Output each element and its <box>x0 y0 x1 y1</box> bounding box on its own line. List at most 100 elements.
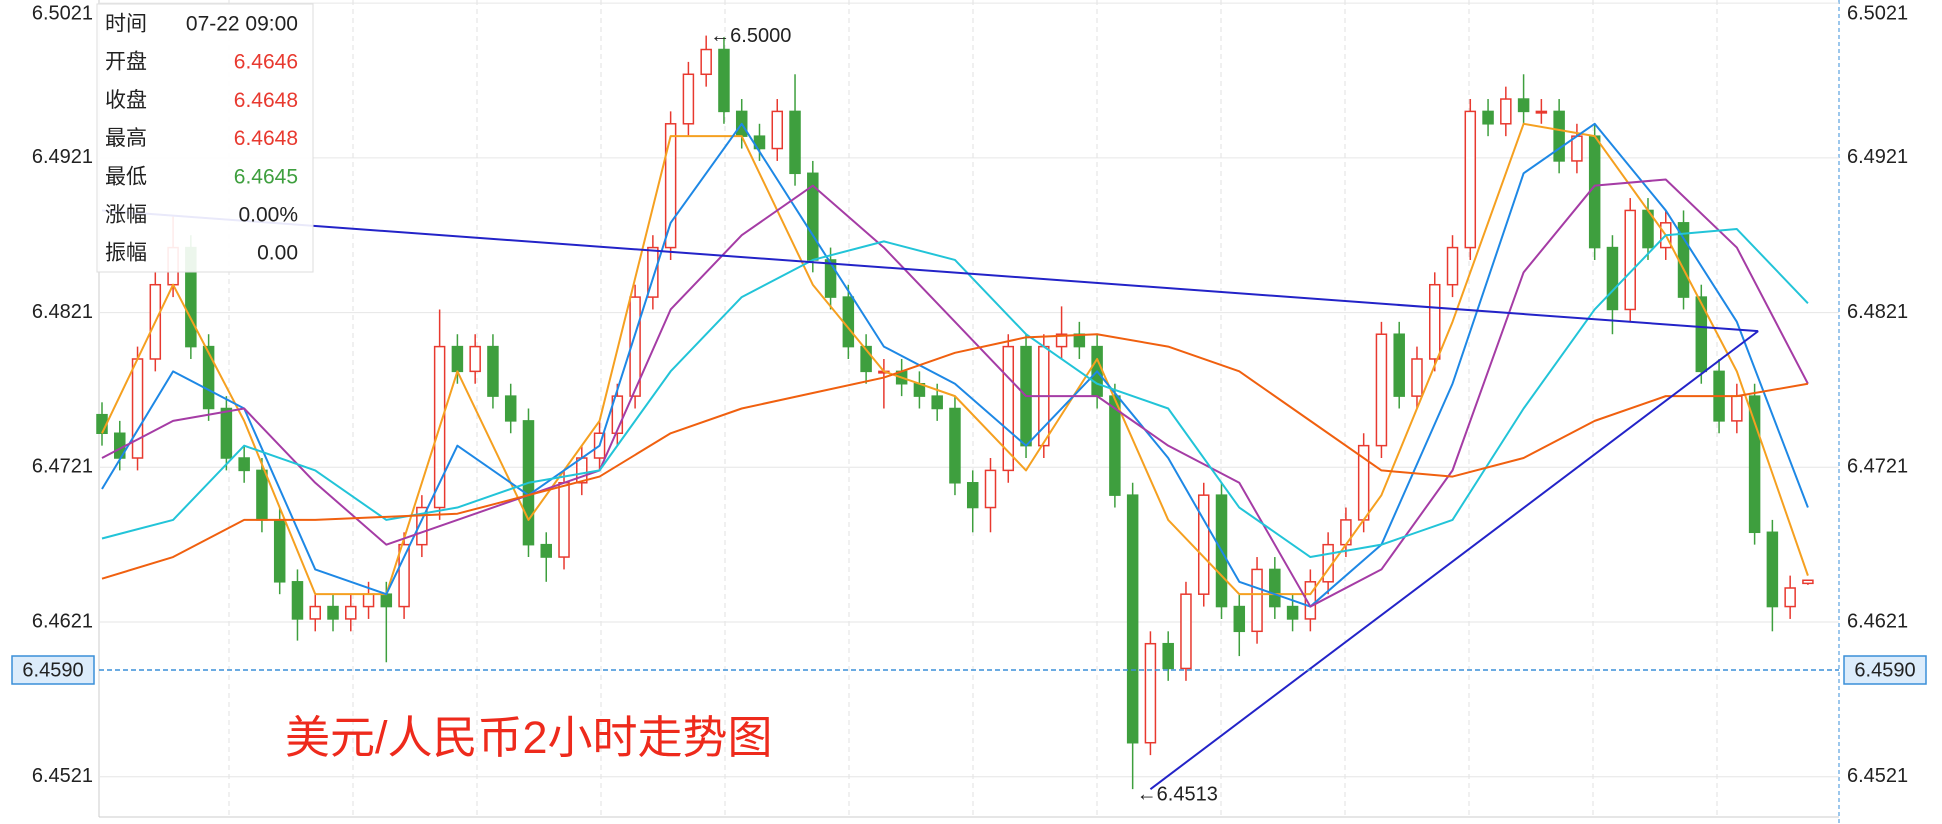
candle-body <box>1553 110 1565 162</box>
candle-body <box>1411 358 1423 397</box>
trendline <box>101 209 1759 333</box>
candle-body <box>1571 135 1583 162</box>
ma-line <box>101 333 1809 580</box>
annotation: ←6.4513 <box>1137 783 1218 805</box>
candle-body <box>487 345 499 397</box>
y2-tick-label: 6.4521 <box>1847 765 1908 787</box>
tooltip-label: 涨幅 <box>105 204 147 227</box>
candle-body <box>558 482 570 558</box>
tooltip-label: 收盘 <box>105 89 147 112</box>
candle-body <box>380 593 393 608</box>
y2-tick-label: 6.4621 <box>1847 610 1908 632</box>
candle-body <box>1055 333 1068 348</box>
candle-body <box>309 605 321 620</box>
candle-body <box>931 395 943 410</box>
y2-tick-label: 6.5021 <box>1847 2 1908 24</box>
price-label: 6.4590 <box>22 659 83 681</box>
tooltip-value: 6.4646 <box>234 51 298 74</box>
candle-body <box>647 246 659 298</box>
candle-body <box>202 345 215 410</box>
candle-body <box>256 469 268 521</box>
price-label-box <box>1843 655 1927 685</box>
candle-body <box>469 345 481 373</box>
candle-body <box>504 395 517 422</box>
candle-body <box>611 395 624 435</box>
candle-body <box>1446 246 1459 286</box>
tooltip-label: 最高 <box>105 127 147 150</box>
candle-body <box>1002 345 1015 472</box>
tooltip-value: 6.4648 <box>234 127 298 150</box>
candle-body <box>1606 246 1619 311</box>
tooltip-label: 时间 <box>105 13 147 36</box>
tooltip-value: 0.00% <box>238 204 298 227</box>
tooltip-value: 0.00 <box>257 242 298 265</box>
candle-body <box>629 296 641 397</box>
price-label-box <box>11 655 95 685</box>
candle-body <box>327 605 339 620</box>
tooltip-label: 开盘 <box>105 51 147 74</box>
candle-body <box>1500 98 1512 125</box>
candle-body <box>1624 209 1636 311</box>
y2-tick-label: 6.4821 <box>1847 301 1908 323</box>
candle-body <box>664 123 677 249</box>
candle-body <box>824 259 837 298</box>
candle-body <box>860 345 872 373</box>
candle-body <box>1375 333 1388 447</box>
tooltip-label: 振幅 <box>105 242 147 265</box>
candle-body <box>842 296 855 348</box>
candle-body <box>131 358 144 459</box>
candle-body <box>1429 283 1441 360</box>
candle-body <box>1126 494 1139 744</box>
y-tick-label: 6.4721 <box>32 456 93 478</box>
candle-body <box>273 519 286 583</box>
candle-body <box>540 543 552 558</box>
candle-body <box>966 482 979 509</box>
candle-body <box>1766 531 1779 608</box>
candle-body <box>1695 296 1708 373</box>
annotation: ←6.5000 <box>710 25 791 47</box>
grid <box>98 0 1840 824</box>
y2-tick-label: 6.4921 <box>1847 146 1908 168</box>
ma-line <box>101 178 1809 608</box>
y-tick-label: 6.4821 <box>32 301 93 323</box>
trendline <box>1149 330 1759 790</box>
candle-body <box>1748 395 1761 534</box>
candle-body <box>220 407 233 459</box>
ma-line <box>101 122 1809 608</box>
candle-body <box>345 605 357 620</box>
candle-body <box>1517 98 1530 113</box>
candle-body <box>398 543 410 608</box>
candle-body <box>700 48 712 76</box>
candle-body <box>949 407 961 484</box>
candle-body <box>682 73 695 125</box>
candle-body <box>1802 579 1814 585</box>
y-tick-label: 6.4521 <box>32 765 93 787</box>
candle-body <box>1233 605 1246 633</box>
candle-body <box>416 506 428 546</box>
candle-body <box>718 48 730 113</box>
candle-body <box>1464 110 1477 249</box>
candle-body <box>1144 642 1157 744</box>
candle-body <box>576 457 588 484</box>
candle-body <box>1588 135 1601 249</box>
candle-body <box>1286 605 1299 620</box>
candle-body <box>451 345 464 373</box>
price-label: 6.4590 <box>1854 659 1915 681</box>
candle-body <box>238 457 250 472</box>
candle-body <box>1162 642 1174 670</box>
chart-title: 美元/人民币2小时走势图 <box>285 712 773 763</box>
y-tick-label: 6.5021 <box>32 2 93 24</box>
candle-body <box>1304 581 1317 620</box>
tooltip-label: 最低 <box>105 165 147 188</box>
candle-body <box>1784 587 1796 608</box>
candle-body <box>291 581 304 620</box>
marks <box>96 35 1814 790</box>
candle-body <box>1180 593 1192 670</box>
overlay: 6.4521 6.4521 6.4621 6.4621 6.4721 6.4721 6.48… <box>11 2 1927 805</box>
candle-body <box>1109 395 1121 496</box>
y2-tick-label: 6.4721 <box>1847 456 1908 478</box>
candle-body <box>771 110 784 150</box>
candle-body <box>1197 494 1210 595</box>
